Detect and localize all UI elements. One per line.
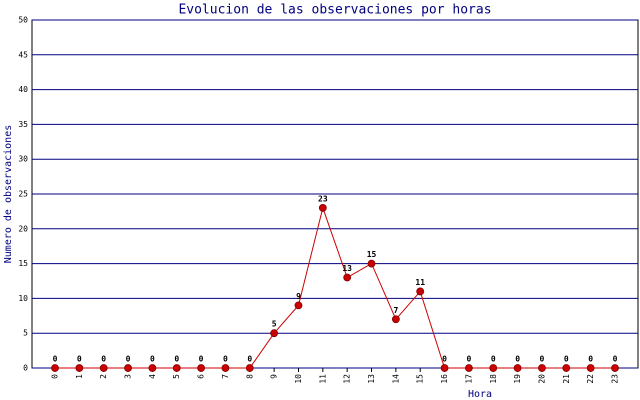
x-tick-label: 0 (51, 374, 60, 379)
x-tick-label: 21 (562, 374, 571, 384)
data-label: 0 (540, 355, 545, 364)
point (611, 364, 619, 372)
point (367, 259, 376, 268)
point (318, 204, 327, 212)
y-tick-label: 10 (18, 294, 28, 303)
point (294, 301, 303, 310)
point (245, 364, 254, 372)
x-tick-label: 1 (75, 374, 84, 379)
y-tick-label: 45 (18, 50, 28, 59)
x-tick-label: 20 (537, 374, 546, 384)
data-label: 0 (77, 355, 82, 364)
point (391, 315, 400, 324)
point (562, 364, 571, 372)
point (538, 364, 546, 372)
x-tick-label: 5 (172, 374, 181, 379)
y-tick-label: 40 (18, 85, 28, 94)
point (513, 364, 522, 372)
point (270, 329, 279, 338)
data-label: 0 (247, 355, 252, 364)
point (75, 364, 84, 372)
data-label: 15 (367, 250, 377, 259)
point (148, 364, 157, 372)
y-tick-label: 0 (23, 364, 28, 373)
data-label: 0 (53, 355, 58, 364)
x-tick-label: 19 (513, 374, 522, 384)
x-tick-label: 15 (416, 374, 425, 384)
data-label: 11 (415, 278, 425, 287)
point (586, 364, 595, 372)
data-label: 0 (101, 355, 106, 364)
x-tick-label: 10 (294, 374, 303, 384)
data-label: 0 (442, 355, 447, 364)
x-tick-label: 9 (270, 374, 279, 379)
data-label: 0 (199, 355, 204, 364)
data-label: 0 (126, 355, 131, 364)
x-tick-label: 14 (391, 374, 400, 384)
y-tick-label: 5 (23, 329, 28, 338)
x-tick-label: 18 (489, 374, 498, 384)
data-label: 9 (296, 292, 301, 301)
point (99, 364, 108, 372)
y-tick-label: 15 (18, 259, 28, 268)
x-tick-label: 7 (221, 374, 230, 379)
data-label: 13 (342, 264, 352, 273)
line-series (55, 206, 615, 369)
data-label: 0 (223, 355, 228, 364)
y-tick-label: 50 (18, 16, 28, 25)
point (51, 364, 59, 372)
data-label: 0 (613, 355, 618, 364)
y-tick-label: 20 (18, 224, 28, 233)
y-tick-label: 25 (18, 190, 28, 199)
y-tick-label: 30 (18, 155, 28, 164)
data-label: 0 (150, 355, 155, 364)
x-tick-label: 4 (148, 374, 157, 379)
data-label: 0 (515, 355, 520, 364)
point (343, 273, 352, 282)
x-tick-label: 6 (197, 374, 206, 379)
point (124, 364, 132, 372)
x-axis-label: Hora (468, 389, 492, 400)
y-axis-label: Numero de observaciones (3, 125, 14, 263)
x-tick-label: 23 (611, 374, 620, 384)
x-tick-label: 16 (440, 374, 449, 384)
data-label: 7 (393, 306, 398, 315)
x-tick-label: 2 (99, 374, 108, 379)
point (465, 364, 473, 372)
x-tick-label: 12 (343, 374, 352, 384)
data-label: 0 (564, 355, 569, 364)
data-label: 23 (318, 194, 328, 203)
y-tick-label: 35 (18, 120, 28, 129)
x-tick-label: 13 (367, 374, 376, 384)
data-label: 0 (174, 355, 179, 364)
x-tick-label: 22 (586, 374, 595, 384)
data-label: 0 (588, 355, 593, 364)
point (416, 287, 425, 296)
point (197, 364, 205, 372)
data-label: 5 (272, 320, 277, 329)
x-tick-label: 3 (124, 374, 133, 379)
point (489, 364, 498, 372)
point (440, 364, 449, 372)
x-tick-label: 17 (464, 374, 473, 384)
x-tick-label: 8 (245, 374, 254, 379)
data-label: 0 (491, 355, 496, 364)
x-tick-label: 11 (318, 374, 327, 384)
point (172, 364, 181, 372)
point (221, 364, 230, 372)
data-label: 0 (466, 355, 471, 364)
chart-title: Evolucion de las observaciones por horas (178, 3, 491, 18)
